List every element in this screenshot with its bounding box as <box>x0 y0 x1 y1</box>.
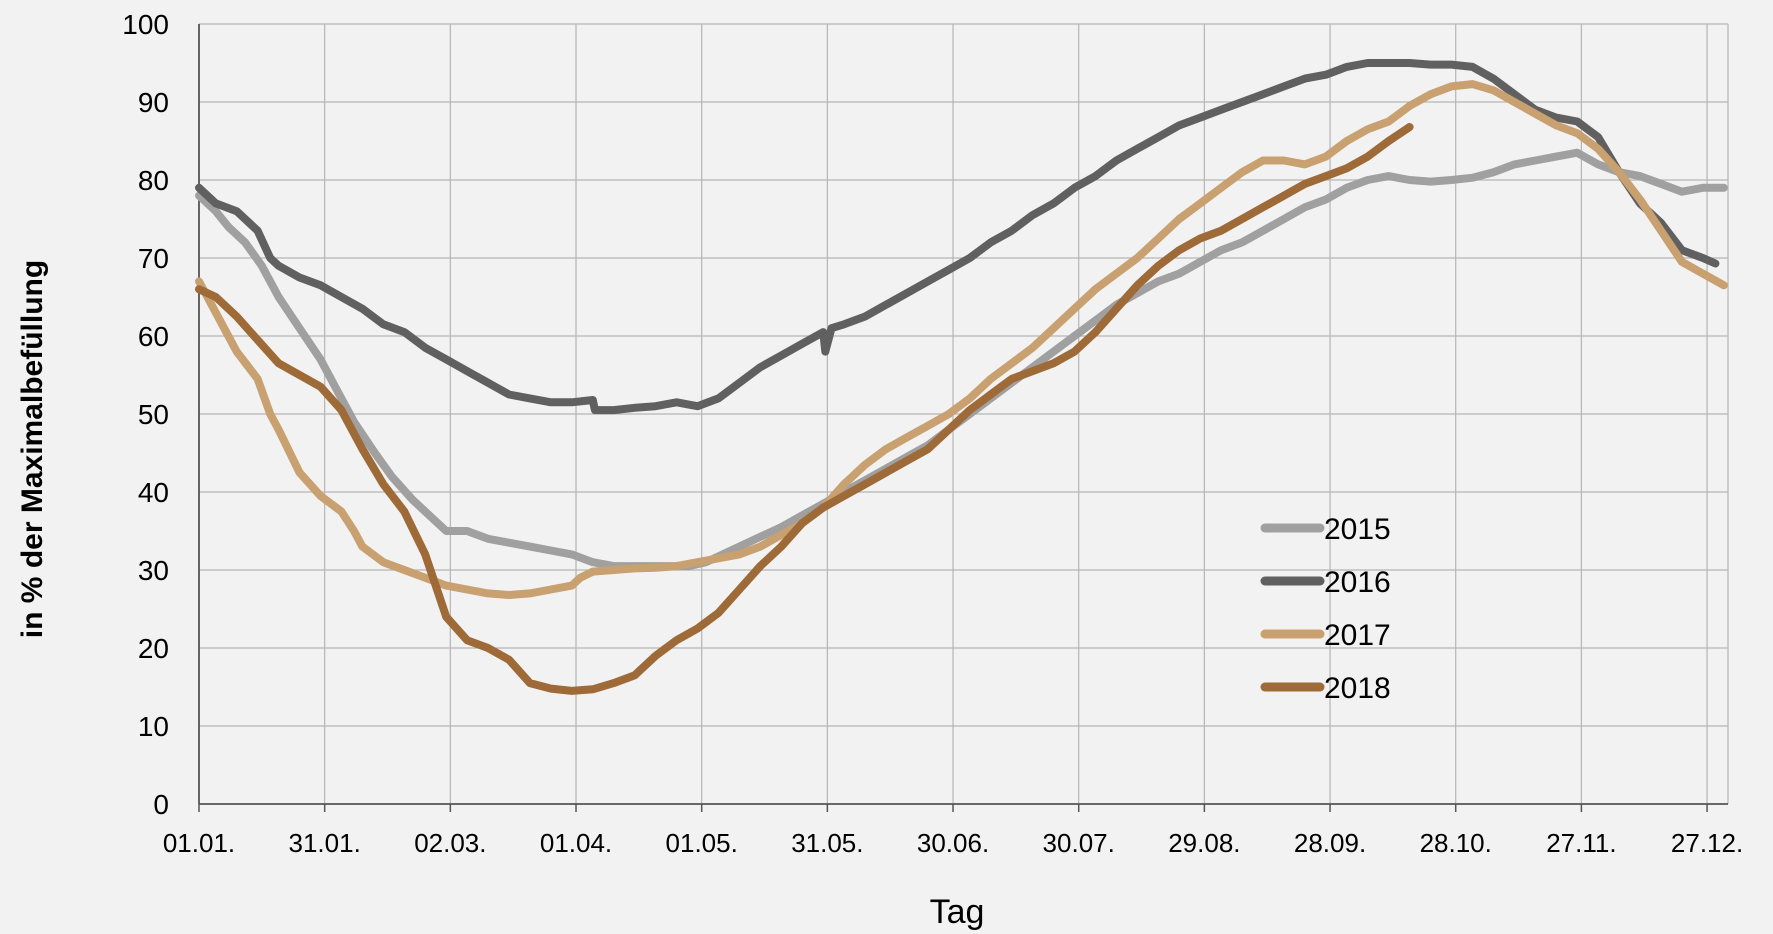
y-tick-label: 30 <box>138 555 169 586</box>
y-tick-label: 40 <box>138 477 169 508</box>
series-line-2018 <box>195 123 1414 695</box>
x-tick-label: 31.01. <box>289 828 361 858</box>
y-tick-label: 50 <box>138 399 169 430</box>
x-tick-label: 01.05. <box>666 828 738 858</box>
x-tick-label: 02.03. <box>414 828 486 858</box>
legend-label-2017: 2017 <box>1324 619 1391 652</box>
legend-label-2015: 2015 <box>1324 513 1391 546</box>
x-tick-label: 27.12. <box>1671 828 1743 858</box>
y-axis-title: in % der Maximalbefüllung <box>16 260 49 638</box>
y-tick-label: 20 <box>138 633 169 664</box>
series-line-2016 <box>195 59 1720 415</box>
x-tick-label: 28.09. <box>1294 828 1366 858</box>
axes <box>198 24 1728 812</box>
grid <box>199 23 1729 804</box>
series-lines <box>195 59 1728 695</box>
x-tick-labels: 01.01. 31.01. 02.03. 01.04. 01.05. 31.05. 30.0… <box>163 828 1743 858</box>
series-line-2017 <box>195 80 1728 599</box>
y-tick-label: 0 <box>153 789 169 820</box>
y-tick-label: 70 <box>138 243 169 274</box>
x-tick-label: 30.06. <box>917 828 989 858</box>
x-tick-label: 01.01. <box>163 828 235 858</box>
x-tick-label: 31.05. <box>791 828 863 858</box>
x-tick-label: 30.07. <box>1043 828 1115 858</box>
y-tick-label: 10 <box>138 711 169 742</box>
y-tick-label: 60 <box>138 321 169 352</box>
y-tick-labels: 0 10 20 30 40 50 60 70 80 90 100 <box>122 9 169 820</box>
y-tick-label: 90 <box>138 87 169 118</box>
legend-label-2016: 2016 <box>1324 566 1391 599</box>
x-axis-title: Tag <box>930 893 985 931</box>
x-tick-label: 27.11. <box>1546 828 1616 858</box>
legend: 2015 2016 2017 2018 <box>1260 513 1391 705</box>
y-tick-label: 100 <box>122 9 169 40</box>
legend-label-2018: 2018 <box>1324 672 1391 705</box>
y-tick-label: 80 <box>138 165 169 196</box>
x-tick-label: 28.10. <box>1420 828 1492 858</box>
x-tick-label: 01.04. <box>540 828 612 858</box>
x-tick-label: 29.08. <box>1168 828 1240 858</box>
